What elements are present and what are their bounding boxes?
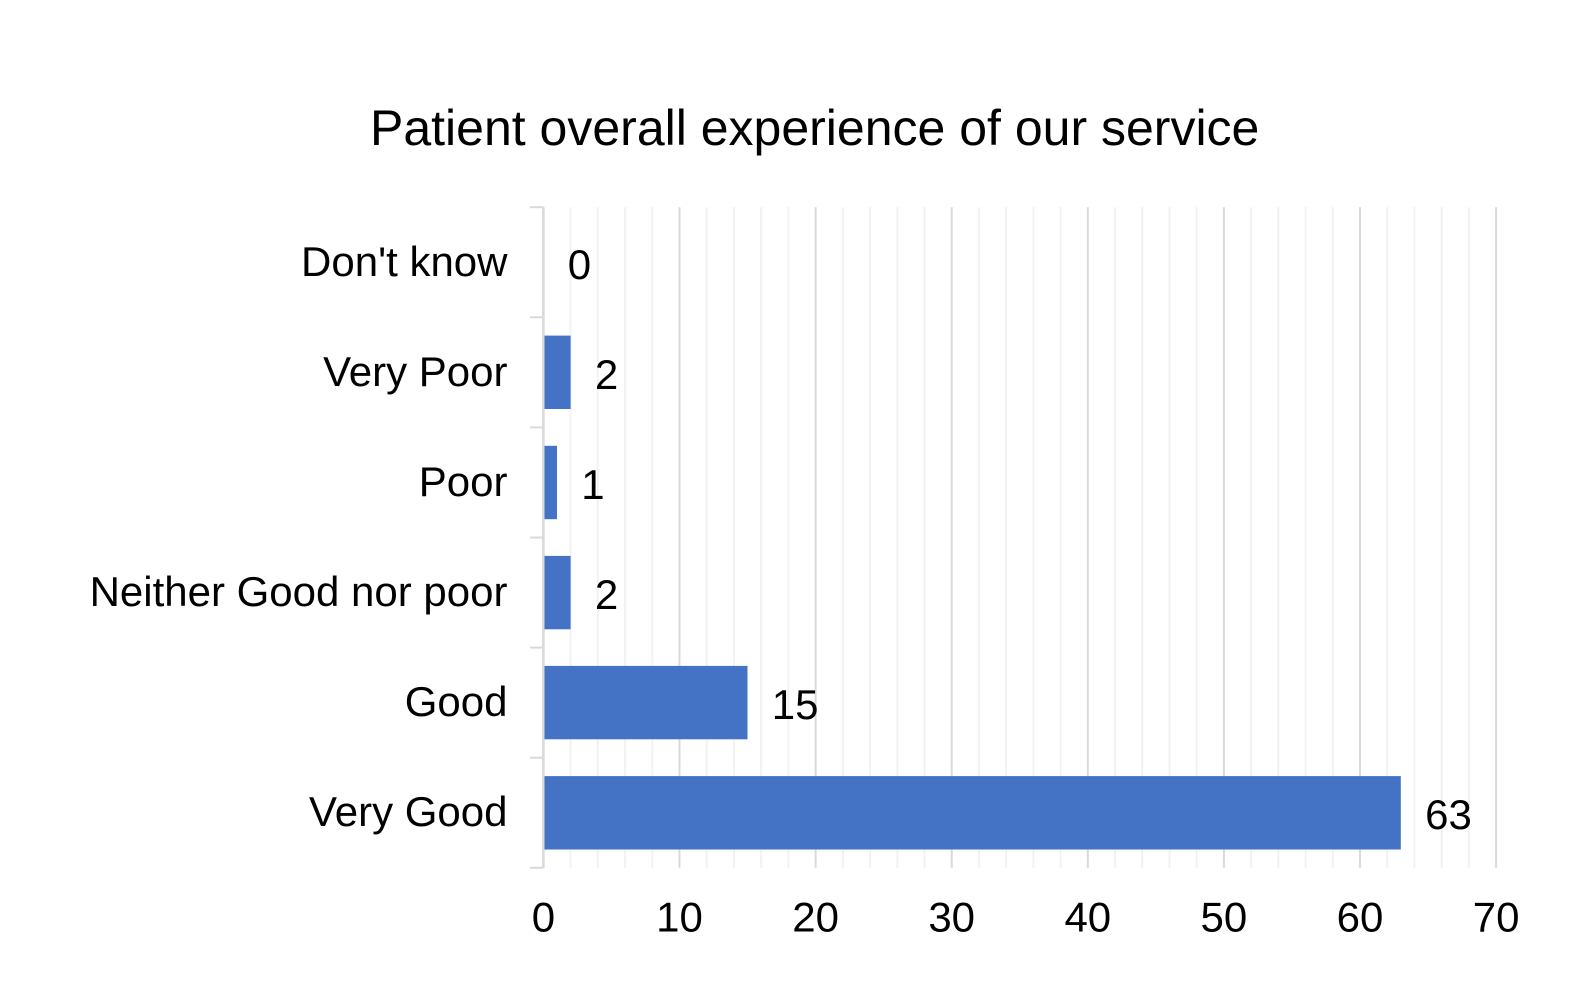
svg-text:50: 50 bbox=[1201, 893, 1248, 940]
svg-text:15: 15 bbox=[772, 681, 819, 728]
svg-text:63: 63 bbox=[1425, 791, 1472, 838]
svg-text:40: 40 bbox=[1064, 893, 1111, 940]
svg-text:Don't know: Don't know bbox=[301, 238, 508, 285]
svg-text:60: 60 bbox=[1337, 893, 1384, 940]
svg-text:70: 70 bbox=[1473, 893, 1520, 940]
svg-text:10: 10 bbox=[656, 893, 703, 940]
svg-text:0: 0 bbox=[532, 893, 555, 940]
svg-text:Poor: Poor bbox=[419, 458, 508, 505]
svg-text:Very Poor: Very Poor bbox=[323, 348, 507, 395]
svg-text:Neither Good nor poor: Neither Good nor poor bbox=[90, 568, 508, 615]
svg-text:Patient overall experience of: Patient overall experience of our servic… bbox=[370, 100, 1259, 156]
svg-text:2: 2 bbox=[595, 571, 618, 618]
svg-text:Very Good: Very Good bbox=[309, 788, 507, 835]
svg-text:2: 2 bbox=[595, 351, 618, 398]
svg-text:0: 0 bbox=[568, 241, 591, 288]
svg-text:Good: Good bbox=[405, 678, 508, 725]
svg-text:20: 20 bbox=[792, 893, 839, 940]
svg-text:1: 1 bbox=[581, 461, 604, 508]
svg-text:30: 30 bbox=[928, 893, 975, 940]
